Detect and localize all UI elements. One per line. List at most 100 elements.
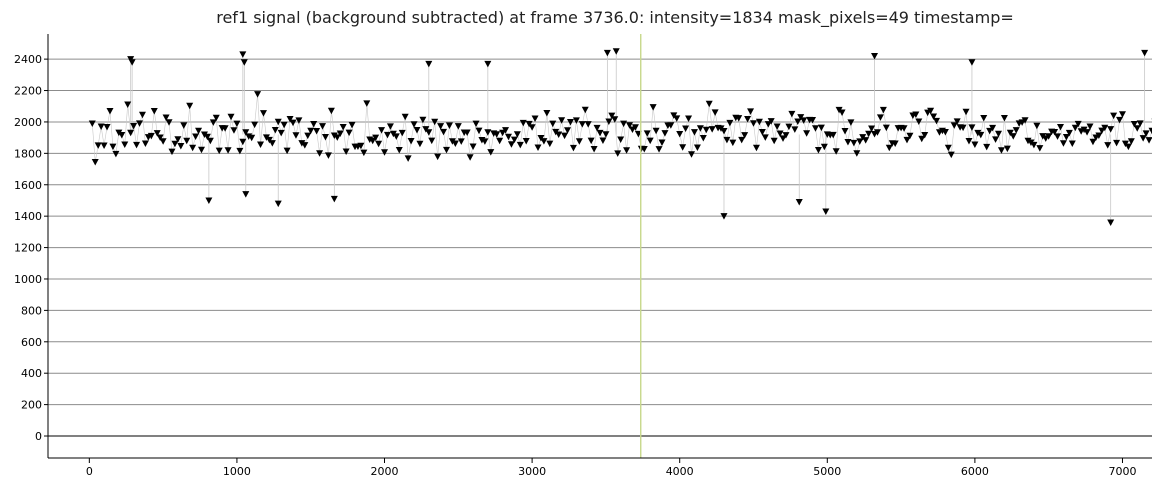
data-point (1089, 138, 1097, 146)
data-point (655, 146, 663, 153)
data-point (1051, 128, 1059, 136)
data-point (569, 144, 577, 152)
data-point (437, 123, 445, 130)
series-line-segment (983, 117, 987, 147)
data-point (906, 132, 914, 140)
data-point (850, 139, 858, 147)
data-point (277, 129, 285, 137)
data-point (1130, 120, 1138, 128)
data-point (128, 59, 136, 66)
series-line-segment (549, 123, 554, 144)
data-point (510, 136, 518, 144)
data-point (879, 106, 887, 114)
series-line-segment (254, 94, 258, 125)
data-point (685, 115, 693, 122)
data-point (141, 140, 149, 147)
data-point (398, 129, 406, 137)
data-point (741, 132, 749, 139)
data-point (738, 136, 746, 144)
series-line-segment (1004, 117, 1008, 149)
y-tick-label: 200 (21, 399, 42, 412)
data-point (761, 134, 769, 141)
data-point (927, 107, 935, 115)
data-point (983, 143, 991, 151)
chart-title: ref1 signal (background subtracted) at f… (216, 8, 1014, 27)
series-line-segment (738, 118, 742, 140)
data-point (795, 199, 803, 206)
data-point (171, 140, 179, 148)
data-point (611, 116, 619, 123)
series-line-segment (331, 110, 335, 136)
data-point (124, 101, 132, 109)
data-point (127, 129, 135, 137)
y-tick-label: 800 (21, 304, 42, 317)
data-point (416, 140, 424, 148)
data-point (407, 137, 415, 145)
data-point (304, 132, 312, 140)
data-point (1065, 129, 1073, 137)
data-point (673, 115, 681, 122)
data-point (1104, 142, 1112, 149)
data-point (112, 150, 120, 158)
series-line-segment (186, 105, 190, 141)
data-point (540, 138, 548, 145)
data-point (752, 144, 760, 152)
data-point (584, 121, 592, 128)
data-point (319, 123, 327, 130)
data-point (1024, 137, 1032, 145)
data-point (268, 140, 276, 147)
data-point (259, 110, 267, 117)
data-point (1110, 112, 1118, 120)
series-line-segment (263, 113, 267, 138)
series-line-segment (431, 121, 435, 141)
data-point (301, 142, 309, 149)
series-line-segment (162, 117, 167, 142)
data-point (425, 60, 433, 68)
series-line-segment (886, 127, 890, 148)
data-point (980, 115, 988, 122)
series-line-segment (652, 107, 657, 131)
data-point (699, 134, 707, 142)
series-line-segment (443, 131, 447, 150)
y-tick-label: 1000 (14, 273, 42, 286)
data-point (1083, 129, 1091, 136)
data-point (283, 147, 291, 155)
data-point (764, 121, 772, 128)
series-line-segment (729, 122, 734, 143)
data-point (496, 137, 504, 145)
series-line-segment (697, 128, 701, 148)
series-line-segment (381, 130, 385, 153)
series-line-segment (909, 115, 914, 136)
data-point (484, 129, 492, 136)
data-point (708, 126, 716, 133)
data-point (820, 143, 828, 151)
data-point (392, 133, 400, 140)
series-line-segment (227, 116, 232, 151)
data-point (118, 131, 126, 139)
data-point (853, 150, 861, 157)
data-point (947, 151, 955, 159)
data-point (1139, 135, 1147, 142)
series-line-segment (835, 109, 840, 152)
data-point (865, 130, 873, 138)
data-point (944, 144, 952, 152)
data-point (572, 117, 580, 124)
series-line-segment (127, 104, 131, 133)
series-line-segment (522, 122, 527, 141)
data-point (203, 133, 211, 141)
data-point (519, 119, 527, 127)
data-point (195, 127, 203, 135)
data-point (348, 121, 356, 129)
data-point (599, 137, 607, 144)
series-line-segment (319, 126, 323, 154)
data-point (205, 197, 213, 204)
data-point (445, 122, 453, 130)
data-point (602, 131, 610, 138)
data-point (566, 118, 574, 126)
data-point (614, 150, 622, 157)
series-line-segment (136, 123, 140, 145)
data-point (493, 131, 501, 138)
x-tick-label: 7000 (1108, 465, 1136, 478)
series-line-segment (363, 103, 368, 153)
data-point (1142, 130, 1150, 137)
